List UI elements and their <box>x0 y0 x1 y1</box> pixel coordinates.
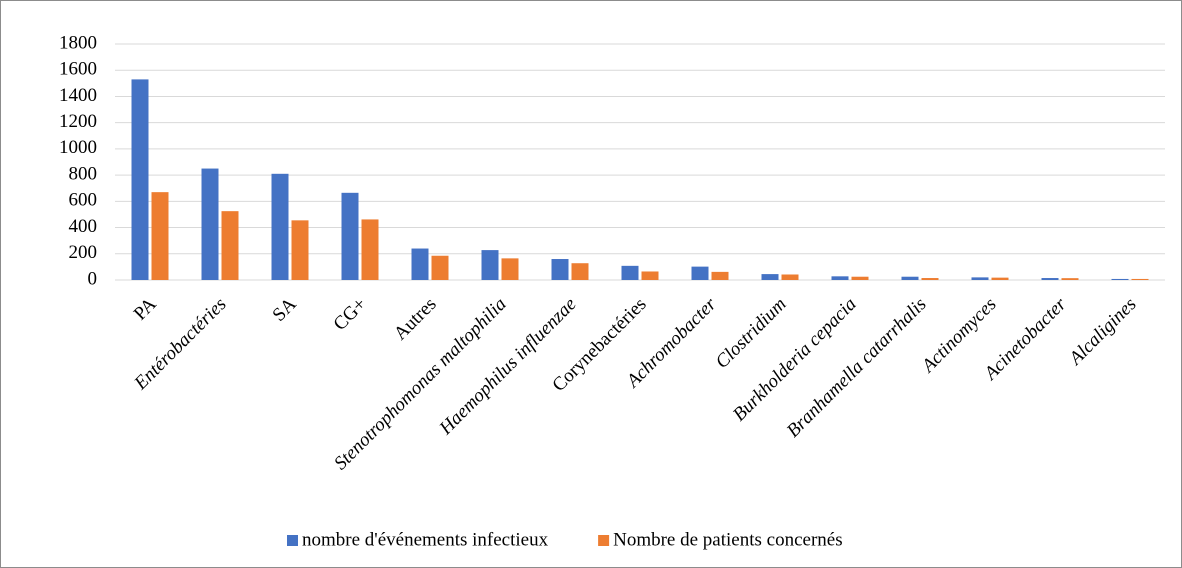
bar <box>221 211 239 280</box>
bar <box>831 276 849 280</box>
bar <box>1041 278 1059 280</box>
bar <box>761 274 779 280</box>
y-tick-label: 1200 <box>59 111 97 132</box>
bar <box>481 250 499 280</box>
bar <box>921 278 939 280</box>
bar <box>551 259 569 280</box>
bar <box>291 220 309 280</box>
legend-label: nombre d'événements infectieux <box>302 529 549 550</box>
bar <box>991 277 1009 280</box>
bar <box>411 248 429 280</box>
bar <box>271 173 289 280</box>
bar <box>901 276 919 280</box>
y-tick-label: 1400 <box>59 85 97 106</box>
y-tick-label: 200 <box>69 242 98 263</box>
y-tick-label: 800 <box>69 163 98 184</box>
bar <box>1061 278 1079 280</box>
bar <box>621 265 639 280</box>
bar <box>851 276 869 280</box>
bar <box>971 277 989 280</box>
bar <box>151 192 169 280</box>
bar <box>1131 278 1149 280</box>
legend-swatch <box>287 535 298 546</box>
y-tick-label: 1600 <box>59 59 97 80</box>
y-tick-label: 0 <box>88 268 98 289</box>
bar <box>1111 278 1129 280</box>
bar <box>131 79 149 281</box>
bar <box>341 192 359 280</box>
y-tick-label: 1000 <box>59 137 97 158</box>
legend-swatch <box>598 535 610 546</box>
bar <box>691 266 709 280</box>
bar <box>501 258 519 280</box>
bar <box>641 271 659 280</box>
bar <box>201 168 219 280</box>
bar <box>711 271 729 280</box>
y-tick-label: 400 <box>69 216 98 237</box>
y-tick-label: 1800 <box>59 32 97 53</box>
bar <box>431 255 449 280</box>
bar <box>361 219 379 280</box>
y-tick-label: 600 <box>69 190 98 211</box>
bar <box>781 274 799 280</box>
legend-label: Nombre de patients concernés <box>613 529 843 550</box>
bar <box>571 263 589 280</box>
